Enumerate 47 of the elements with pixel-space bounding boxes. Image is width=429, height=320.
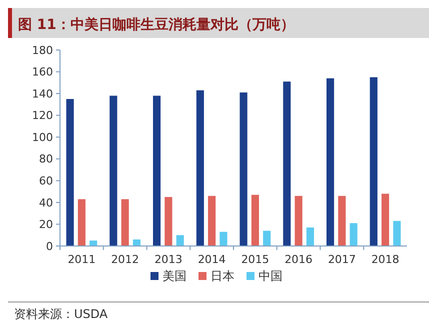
y-tick-label: 120	[32, 109, 53, 122]
bar	[78, 199, 86, 246]
y-tick-label: 20	[39, 218, 53, 232]
y-tick-label: 0	[46, 240, 53, 253]
x-tick-label: 2013	[154, 253, 182, 266]
x-tick-label: 2016	[284, 253, 313, 266]
bar	[393, 220, 401, 246]
chart-title: 图 11：中美日咖啡生豆消耗量对比（万吨）	[18, 16, 294, 33]
y-tick-label: 160	[32, 66, 53, 79]
x-tick-label: 2014	[198, 253, 226, 266]
bar	[370, 77, 378, 246]
x-tick-label: 2011	[68, 253, 96, 266]
y-tick-label: 100	[32, 130, 53, 144]
bar	[338, 196, 346, 246]
bar	[196, 90, 204, 246]
bar	[350, 223, 358, 246]
bar	[326, 78, 334, 246]
bar	[208, 196, 216, 246]
bar	[382, 194, 390, 246]
bar	[121, 199, 129, 246]
x-tick-label: 2015	[241, 253, 270, 266]
bar	[132, 239, 140, 246]
bar	[240, 92, 248, 246]
bar	[176, 235, 184, 246]
y-tick-label: 180	[32, 44, 53, 57]
bar	[152, 96, 161, 246]
y-tick-label: 80	[39, 152, 53, 166]
x-tick-label: 2018	[371, 253, 400, 266]
y-tick-label: 140	[32, 87, 53, 100]
bar	[164, 197, 172, 246]
bar	[251, 194, 259, 246]
x-tick-label: 2017	[328, 253, 356, 266]
legend-label: 中国	[258, 269, 282, 284]
x-tick-label: 2012	[111, 253, 140, 266]
bar	[220, 232, 228, 246]
bar	[263, 230, 271, 246]
text: 资料来源：USDA	[14, 307, 108, 320]
y-tick-label: 40	[39, 196, 53, 210]
bar	[306, 227, 314, 246]
bar	[294, 196, 302, 246]
bar	[110, 96, 118, 246]
bar	[66, 99, 74, 246]
legend-label: 美国	[162, 269, 186, 284]
bar	[90, 240, 98, 246]
legend-label: 日本	[210, 269, 234, 284]
bar	[283, 82, 291, 246]
y-tick-label: 60	[39, 174, 53, 188]
